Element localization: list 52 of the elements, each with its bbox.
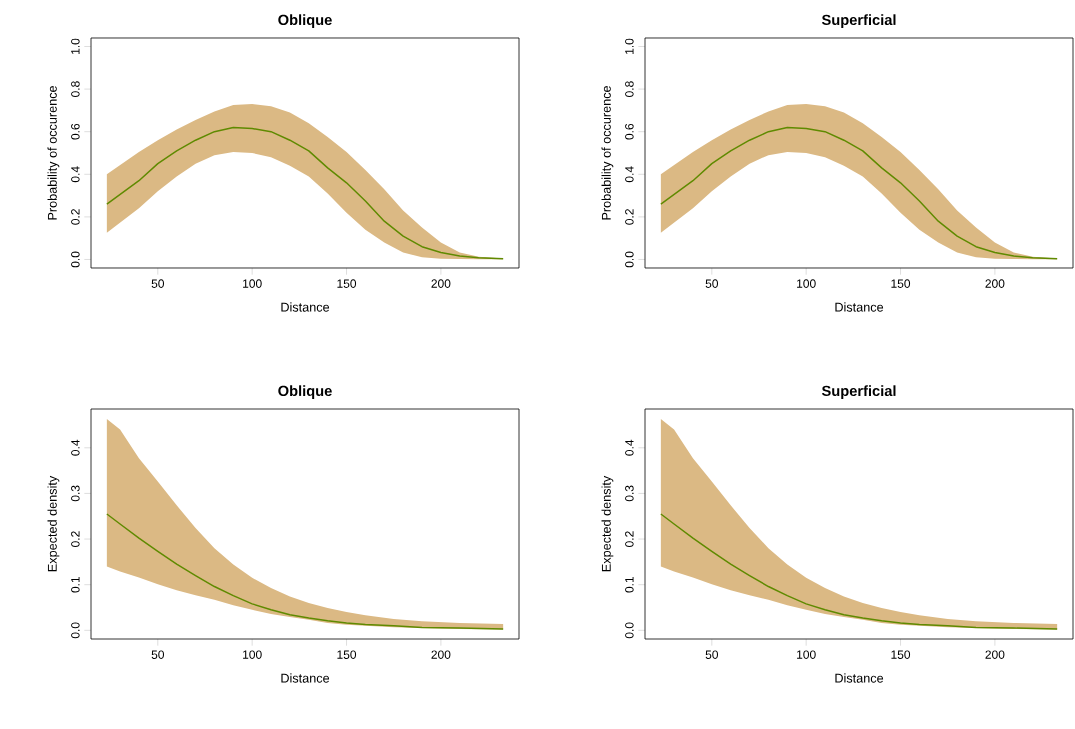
y-tick-label: 0.1	[625, 576, 634, 593]
x-tick-label: 200	[985, 650, 1005, 659]
x-tick-label: 100	[797, 650, 816, 659]
x-tick-label: 150	[891, 279, 911, 288]
x-axis-title: Distance	[281, 673, 330, 683]
x-tick-label: 50	[705, 650, 719, 659]
y-tick-label: 0.6	[71, 123, 80, 140]
y-tick-label: 1.0	[71, 38, 80, 54]
chart-title: Superficial	[821, 385, 896, 399]
x-tick-label: 50	[151, 650, 165, 659]
x-axis-title: Distance	[835, 302, 884, 312]
y-axis-title: Probability of occurence	[601, 85, 614, 220]
y-tick-label: 0.2	[71, 531, 80, 547]
chart-title: Superficial	[821, 14, 896, 28]
x-tick-label: 50	[705, 279, 719, 288]
y-tick-label: 0.1	[71, 576, 80, 593]
y-axis-title: Probability of occurence	[47, 85, 60, 220]
y-tick-label: 0.8	[71, 81, 80, 97]
y-tick-label: 0.2	[71, 209, 80, 225]
y-tick-label: 0.2	[625, 531, 634, 547]
y-tick-label: 0.0	[625, 622, 634, 639]
x-tick-label: 100	[797, 279, 816, 288]
y-tick-label: 0.2	[625, 209, 634, 225]
x-tick-label: 200	[431, 279, 451, 288]
x-tick-label: 200	[431, 650, 451, 659]
y-tick-label: 0.0	[71, 251, 80, 268]
y-axis-title: Expected density	[47, 475, 60, 572]
y-tick-label: 0.4	[71, 166, 80, 183]
chart-title: Oblique	[278, 14, 332, 28]
y-tick-label: 0.6	[625, 123, 634, 140]
x-tick-label: 50	[151, 279, 165, 288]
x-axis-title: Distance	[281, 302, 330, 312]
x-tick-label: 150	[891, 650, 911, 659]
x-tick-label: 100	[243, 650, 262, 659]
line-series	[660, 513, 1058, 630]
x-tick-label: 150	[337, 279, 357, 288]
y-tick-label: 0.4	[625, 439, 634, 456]
chart-title: Oblique	[278, 385, 332, 399]
x-tick-label: 100	[243, 279, 262, 288]
x-tick-label: 200	[985, 279, 1005, 288]
x-tick-label: 150	[337, 650, 357, 659]
y-tick-label: 0.0	[71, 622, 80, 639]
y-tick-label: 0.4	[625, 166, 634, 183]
y-tick-label: 0.4	[71, 439, 80, 456]
y-axis-title: Expected density	[601, 475, 614, 572]
y-tick-label: 0.0	[625, 251, 634, 268]
y-tick-label: 1.0	[625, 38, 634, 54]
y-tick-label: 0.3	[625, 485, 634, 502]
y-tick-label: 0.3	[71, 485, 80, 502]
y-tick-label: 0.8	[625, 81, 634, 97]
line-series	[106, 513, 504, 630]
x-axis-title: Distance	[835, 673, 884, 683]
